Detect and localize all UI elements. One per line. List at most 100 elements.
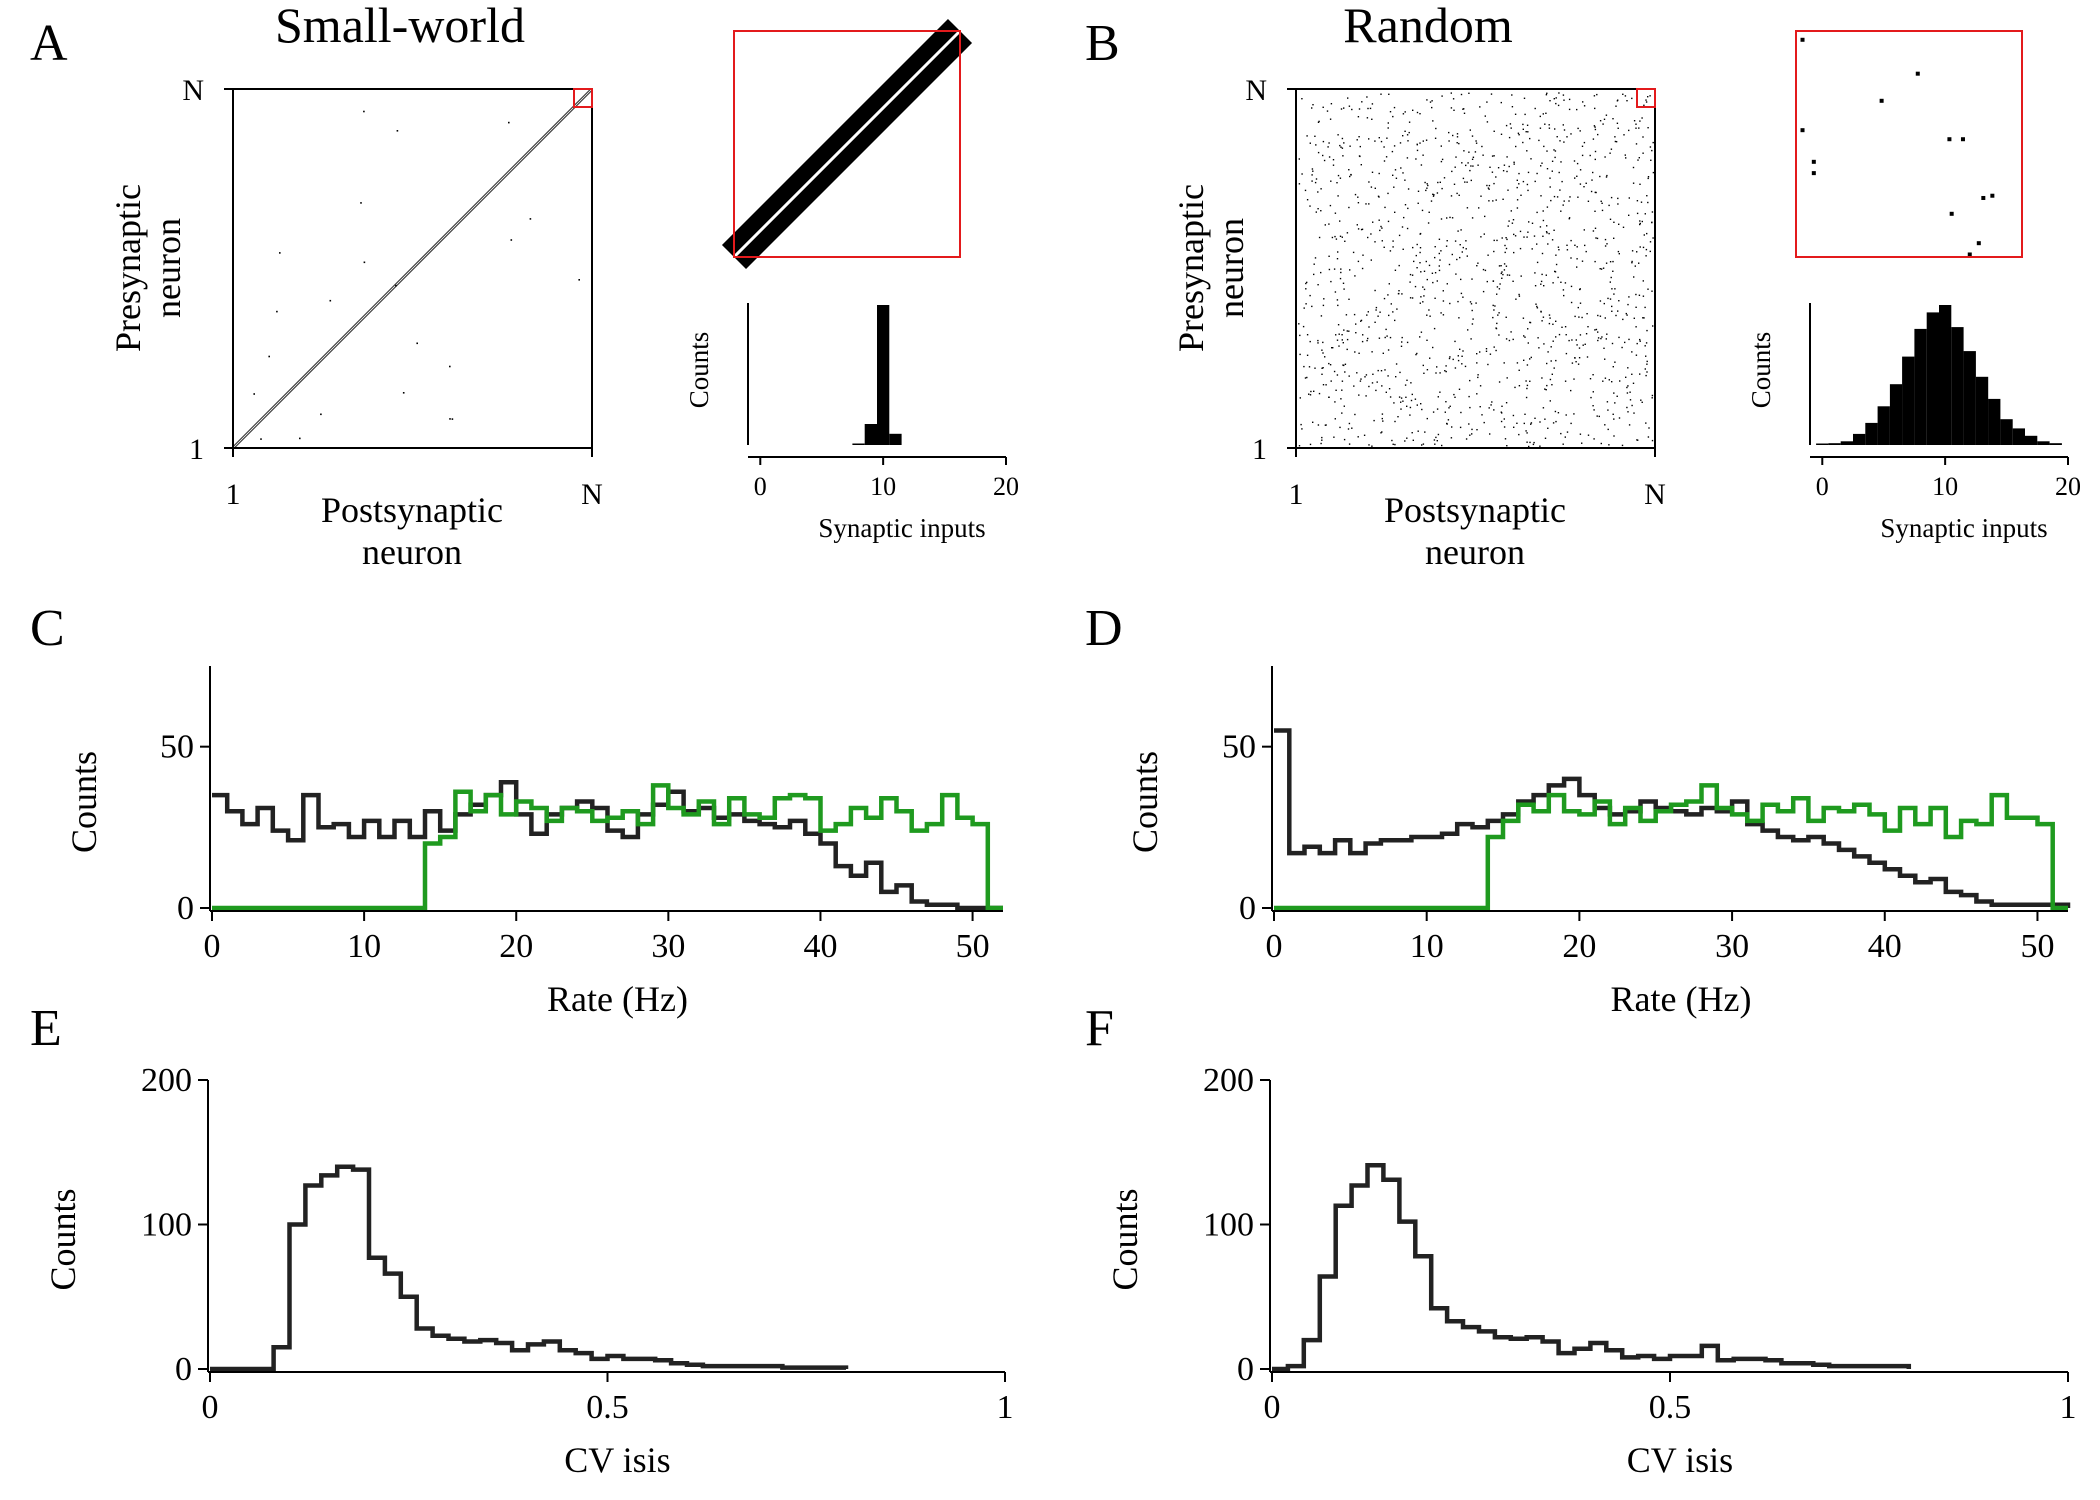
matrix-b-connection <box>1315 211 1317 213</box>
matrix-b-connection <box>1614 402 1616 404</box>
matrix-b-connection <box>1485 350 1488 352</box>
matrix-b-connection <box>1312 170 1314 172</box>
matrix-b-connection <box>1488 184 1491 187</box>
matrix-b-connection <box>1343 329 1345 331</box>
matrix-b-connection <box>1601 209 1604 212</box>
matrix-b-connection <box>1493 239 1495 242</box>
matrix-b-connection <box>1463 108 1465 110</box>
matrix-b-connection <box>1498 334 1500 336</box>
matrix-b-connection <box>1356 224 1358 226</box>
matrix-b-connection <box>1392 240 1394 242</box>
matrix-b-connection <box>1344 240 1346 242</box>
matrix-b-connection <box>1547 427 1549 429</box>
matrix-b-connection <box>1419 336 1421 338</box>
matrix-b-connection <box>1368 203 1370 205</box>
matrix-b-connection <box>1506 274 1509 276</box>
matrix-b-connection <box>1407 140 1409 142</box>
matrix-b-connection <box>1482 154 1484 156</box>
matrix-b-zoom-box <box>1636 88 1656 108</box>
matrix-b-connection <box>1305 288 1307 290</box>
matrix-b-connection <box>1568 218 1570 220</box>
matrix-b-connection <box>1337 304 1339 307</box>
matrix-b-connection <box>1341 380 1344 382</box>
matrix-b-connection <box>1493 182 1495 185</box>
matrix-b-connection <box>1398 396 1401 398</box>
matrix-b-connection <box>1329 204 1332 207</box>
matrix-b-connection <box>1528 445 1530 448</box>
matrix-b-connection <box>1651 394 1654 397</box>
matrix-b-connection <box>1456 136 1459 138</box>
matrix-b-connection <box>1374 187 1376 189</box>
matrix-b-connection <box>1522 123 1524 126</box>
matrix-b-connection <box>1442 314 1445 316</box>
matrix-b-connection <box>1632 166 1635 169</box>
matrix-b-connection <box>1545 94 1548 96</box>
matrix-b-connection <box>1640 399 1642 401</box>
matrix-b-connection <box>1454 396 1456 398</box>
matrix-b-connection <box>1621 346 1623 349</box>
matrix-b-connection <box>1551 170 1553 172</box>
matrix-b-connection <box>1441 187 1443 190</box>
matrix-b-connection <box>1432 120 1434 122</box>
matrix-b-connection <box>1631 373 1633 375</box>
matrix-b-connection <box>1501 405 1503 407</box>
matrix-b-connection <box>1311 305 1313 308</box>
matrix-a-ytick-label-n: N <box>182 74 204 107</box>
matrix-b-connection <box>1617 250 1620 253</box>
matrix-b-connection <box>1361 267 1364 270</box>
x-axis-label: CV isis <box>1627 1440 1733 1480</box>
matrix-b-connection <box>1348 330 1350 332</box>
matrix-b-connection <box>1604 424 1606 426</box>
matrix-b-connection <box>1585 333 1588 335</box>
x-tick-label: 50 <box>956 928 990 965</box>
matrix-b-connection <box>1331 347 1333 349</box>
matrix-b-connection <box>1337 134 1339 136</box>
matrix-b-connection <box>1590 190 1593 193</box>
matrix-b-connection <box>1409 406 1412 409</box>
matrix-b-connection <box>1366 314 1368 316</box>
matrix-b-connection <box>1558 333 1561 336</box>
matrix-b-connection <box>1542 407 1545 409</box>
matrix-b-connection <box>1526 432 1528 434</box>
matrix-b-connection <box>1322 367 1324 369</box>
matrix-b-connection <box>1387 294 1389 296</box>
histogram-bar <box>1988 398 2001 445</box>
matrix-a-inset-band-gap <box>732 29 962 259</box>
matrix-b-connection <box>1416 144 1418 146</box>
matrix-b-connection <box>1513 163 1515 165</box>
matrix-b-connection <box>1536 307 1539 309</box>
matrix-b-connection <box>1500 265 1502 267</box>
matrix-b-connection <box>1311 180 1313 182</box>
matrix-b-connection <box>1482 290 1485 293</box>
matrix-b-connection <box>1380 432 1382 434</box>
matrix-b-connection <box>1568 98 1571 101</box>
matrix-b-connection <box>1616 122 1619 124</box>
matrix-b-connection <box>1332 159 1335 161</box>
x-axis-label: Rate (Hz) <box>1611 979 1752 1019</box>
matrix-b-connection <box>1542 219 1545 222</box>
matrix-b-connection <box>1578 357 1581 359</box>
matrix-b-connection <box>1367 107 1369 110</box>
matrix-b-connection <box>1576 246 1578 248</box>
matrix-b-connection <box>1546 232 1548 234</box>
matrix-b-connection <box>1309 394 1312 396</box>
matrix-b-connection <box>1348 443 1351 445</box>
matrix-b-connection <box>1554 270 1556 273</box>
matrix-b-connection <box>1423 270 1426 272</box>
matrix-b-connection <box>1369 107 1372 110</box>
matrix-b-connection <box>1441 158 1444 161</box>
matrix-b-connection <box>1532 443 1535 446</box>
matrix-b-connection <box>1335 334 1337 336</box>
matrix-b-connection <box>1343 107 1345 109</box>
matrix-b-connection <box>1447 419 1450 421</box>
matrix-b-connection <box>1365 395 1367 397</box>
matrix-b-connection <box>1622 226 1625 228</box>
matrix-b-connection <box>1585 250 1587 253</box>
matrix-b-connection <box>1420 331 1423 333</box>
matrix-b-connection <box>1563 129 1566 131</box>
matrix-b-connection <box>1348 375 1350 377</box>
matrix-b-connection <box>1546 206 1549 208</box>
matrix-b-connection <box>1387 192 1389 195</box>
histogram-bar <box>1853 433 1866 445</box>
matrix-b-connection <box>1643 104 1645 106</box>
